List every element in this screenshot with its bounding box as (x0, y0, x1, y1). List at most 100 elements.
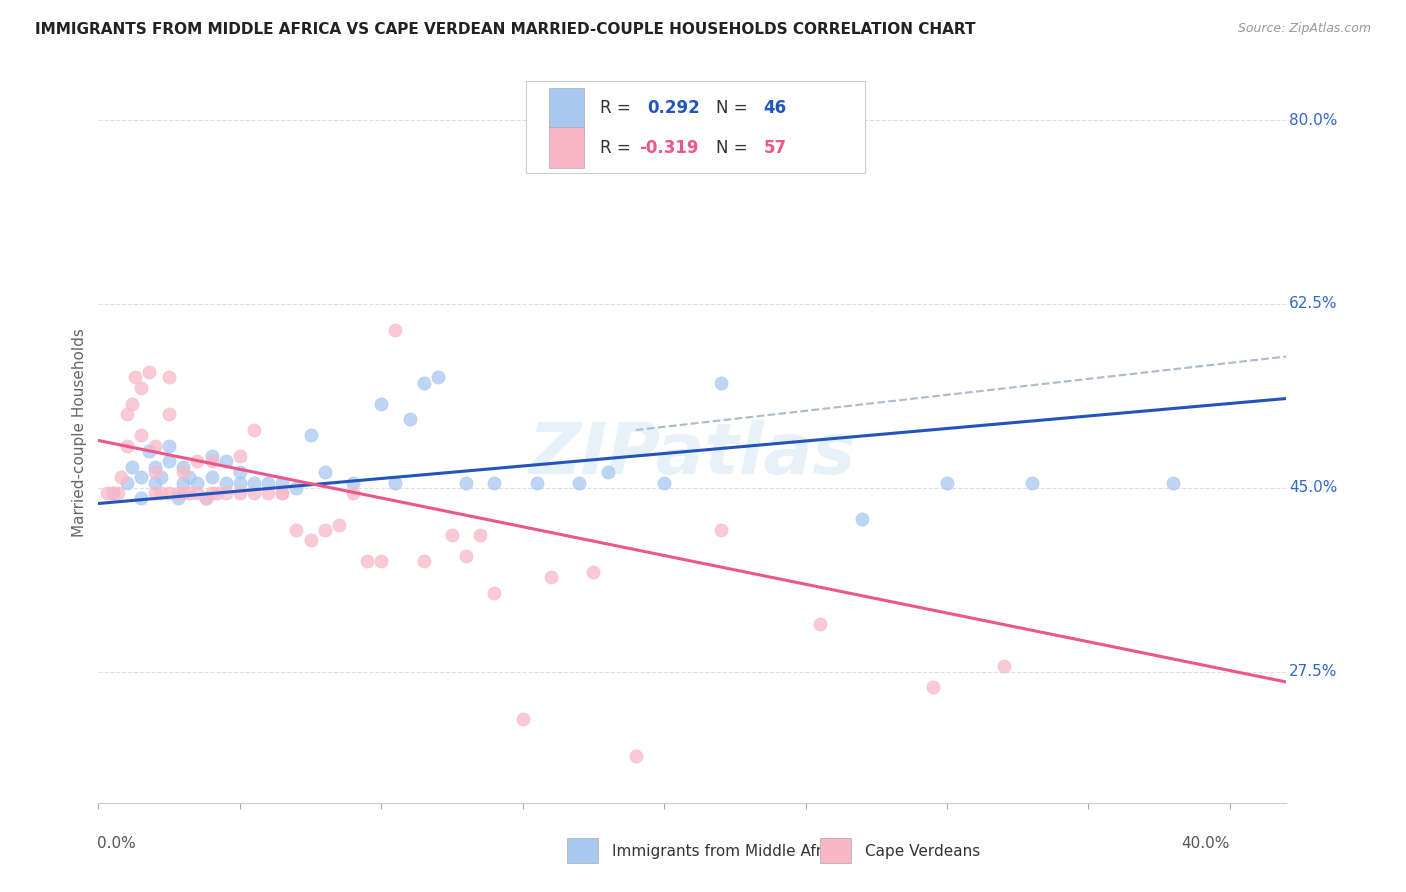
Point (143, 465, 166, 479)
Point (166, 486, 188, 500)
Point (652, 475, 675, 490)
Point (993, 659, 1015, 673)
Point (186, 486, 208, 500)
Point (194, 491, 217, 506)
Point (129, 428, 152, 442)
Point (257, 475, 280, 490)
FancyBboxPatch shape (548, 88, 585, 128)
Point (285, 481, 308, 495)
Point (143, 486, 166, 500)
Point (257, 486, 280, 500)
Text: -0.319: -0.319 (638, 138, 699, 157)
Point (186, 454, 208, 468)
Point (342, 486, 364, 500)
Point (177, 470, 200, 484)
Text: 27.5%: 27.5% (1289, 664, 1337, 679)
Point (328, 517, 350, 532)
Point (314, 523, 336, 537)
Point (314, 465, 336, 479)
Text: 40.0%: 40.0% (1181, 836, 1229, 851)
Point (229, 486, 252, 500)
Point (342, 475, 364, 490)
Point (121, 459, 143, 474)
Point (101, 486, 124, 500)
Point (936, 475, 959, 490)
Point (149, 470, 172, 484)
Point (484, 475, 506, 490)
Point (370, 554, 392, 568)
Point (166, 491, 188, 506)
Text: ZIPatlas: ZIPatlas (529, 420, 856, 490)
Point (172, 475, 194, 490)
Point (115, 475, 138, 490)
Text: 45.0%: 45.0% (1289, 480, 1337, 495)
Point (200, 470, 222, 484)
Point (157, 370, 180, 384)
Point (243, 423, 266, 437)
Point (172, 486, 194, 500)
Text: 46: 46 (763, 100, 787, 118)
Point (207, 486, 229, 500)
Point (138, 365, 160, 379)
Point (412, 554, 434, 568)
Text: N =: N = (716, 100, 754, 118)
Text: R =: R = (600, 138, 636, 157)
Point (356, 554, 378, 568)
Point (851, 512, 873, 526)
Point (129, 491, 152, 506)
Point (398, 412, 420, 426)
Point (200, 454, 222, 468)
Text: IMMIGRANTS FROM MIDDLE AFRICA VS CAPE VERDEAN MARRIED-COUPLE HOUSEHOLDS CORRELAT: IMMIGRANTS FROM MIDDLE AFRICA VS CAPE VE… (35, 22, 976, 37)
Point (229, 465, 252, 479)
FancyBboxPatch shape (548, 128, 585, 168)
Point (172, 459, 194, 474)
Text: N =: N = (716, 138, 754, 157)
Point (110, 470, 132, 484)
Text: Cape Verdeans: Cape Verdeans (865, 845, 980, 859)
Point (194, 491, 217, 506)
Point (484, 586, 506, 600)
Point (143, 475, 166, 490)
Point (143, 459, 166, 474)
Point (384, 475, 406, 490)
Text: 57: 57 (763, 138, 787, 157)
Point (157, 454, 180, 468)
Text: R =: R = (600, 100, 636, 118)
Point (285, 523, 308, 537)
Point (143, 439, 166, 453)
Point (243, 486, 266, 500)
Point (215, 475, 238, 490)
Point (215, 454, 238, 468)
Point (271, 486, 294, 500)
Point (243, 475, 266, 490)
Point (370, 397, 392, 411)
Text: 0.292: 0.292 (647, 100, 700, 118)
Y-axis label: Married-couple Households: Married-couple Households (72, 328, 87, 537)
Point (271, 475, 294, 490)
Point (526, 475, 548, 490)
Point (115, 439, 138, 453)
Point (186, 475, 208, 490)
Point (624, 748, 647, 763)
Point (129, 470, 152, 484)
Point (157, 486, 180, 500)
Text: Immigrants from Middle Africa: Immigrants from Middle Africa (612, 845, 844, 859)
Point (582, 565, 605, 579)
Point (172, 465, 194, 479)
Point (115, 407, 138, 421)
Point (1021, 475, 1043, 490)
Point (596, 465, 619, 479)
Point (512, 712, 534, 726)
Point (470, 528, 492, 542)
Point (568, 475, 591, 490)
Text: 0.0%: 0.0% (97, 836, 136, 851)
Point (138, 444, 160, 458)
Point (271, 486, 294, 500)
Point (129, 381, 152, 395)
Text: 80.0%: 80.0% (1289, 112, 1337, 128)
Point (710, 376, 733, 390)
Point (456, 475, 478, 490)
Point (157, 439, 180, 453)
Point (808, 617, 831, 632)
Point (121, 397, 143, 411)
